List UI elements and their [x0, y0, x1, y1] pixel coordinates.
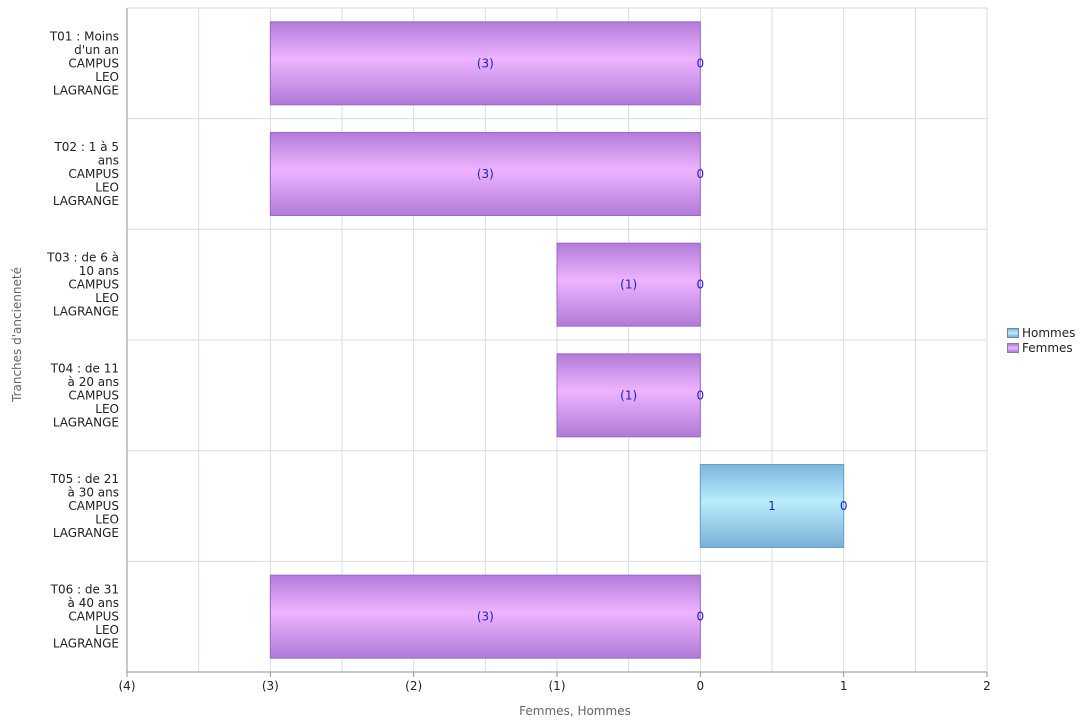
category-label-line: CAMPUS: [68, 499, 119, 513]
bar-femmes: [269, 574, 701, 659]
x-tick-label: 2: [983, 679, 991, 693]
bar-femmes: [556, 242, 701, 327]
data-label-femmes: 0: [840, 499, 848, 513]
category-label-line: CAMPUS: [68, 56, 119, 70]
category-label-line: ans: [98, 154, 119, 168]
bar-femmes: [269, 132, 701, 216]
bars: [269, 21, 845, 659]
category-label-line: CAMPUS: [68, 167, 119, 181]
category-label-line: à 20 ans: [68, 375, 119, 389]
legend-label-femmes: Femmes: [1022, 340, 1073, 355]
data-label-hommes: 0: [697, 388, 705, 402]
category-label-line: 10 ans: [79, 264, 119, 278]
x-tick-label: (3): [262, 679, 279, 693]
bar-femmes: [556, 353, 701, 438]
data-labels: (3) 0 (3) 0 (1) 0 (1) 0 1 0 (3) 0: [477, 56, 848, 623]
legend-swatch-hommes: [1007, 327, 1019, 338]
category-label-line: LEO: [95, 402, 119, 416]
legend: Hommes Femmes: [1007, 325, 1075, 355]
category-label-line: CAMPUS: [68, 388, 119, 402]
category-label-line: T03 : de 6 à: [46, 251, 119, 265]
x-axis-title: Femmes, Hommes: [519, 704, 631, 718]
category-label-line: LAGRANGE: [53, 415, 119, 429]
data-label-femmes: (3): [477, 56, 494, 70]
category-label-line: d'un an: [74, 43, 119, 57]
category-label-line: LAGRANGE: [53, 637, 119, 651]
category-label-line: LEO: [95, 513, 119, 527]
legend-swatch-femmes: [1007, 342, 1019, 353]
data-label-femmes: (1): [620, 388, 637, 402]
data-label-femmes: (3): [477, 167, 494, 181]
category-label-line: T05 : de 21: [50, 472, 119, 486]
data-label-hommes: 1: [768, 499, 776, 513]
category-label-line: T01 : Moins: [49, 29, 119, 43]
category-label-line: T04 : de 11: [50, 361, 119, 375]
category-label-line: LAGRANGE: [53, 83, 119, 97]
category-label-line: à 30 ans: [68, 486, 119, 500]
category-label-line: CAMPUS: [68, 610, 119, 624]
category-label-line: LEO: [95, 291, 119, 305]
category-label-line: T02 : 1 à 5: [53, 140, 119, 154]
category-label-line: LEO: [95, 623, 119, 637]
grid: [126, 7, 988, 672]
x-tick-label: (4): [119, 679, 136, 693]
category-label-line: LAGRANGE: [53, 305, 119, 319]
data-label-hommes: 0: [697, 278, 705, 292]
category-label-line: CAMPUS: [68, 278, 119, 292]
x-tick-label: (2): [405, 679, 422, 693]
category-label: T02 : 1 à 5 ans CAMPUS LEO LAGRANGE: [53, 140, 119, 208]
x-tick-label: 1: [840, 679, 848, 693]
category-label: T05 : de 21 à 30 ans CAMPUS LEO LAGRANGE: [50, 472, 119, 540]
data-label-hommes: 0: [697, 56, 705, 70]
x-tick-label: (1): [549, 679, 566, 693]
category-label-line: à 40 ans: [68, 596, 119, 610]
category-label-line: LAGRANGE: [53, 526, 119, 540]
legend-item-hommes: Hommes: [1007, 325, 1075, 340]
category-label-line: LEO: [95, 70, 119, 84]
category-label-line: T06 : de 31: [50, 583, 119, 597]
y-axis-title: Tranches d'ancienneté: [10, 267, 24, 402]
category-label: T03 : de 6 à 10 ans CAMPUS LEO LAGRANGE: [46, 251, 119, 319]
legend-item-femmes: Femmes: [1007, 340, 1075, 355]
category-label: T01 : Moins d'un an CAMPUS LEO LAGRANGE: [49, 29, 119, 97]
category-label: T04 : de 11 à 20 ans CAMPUS LEO LAGRANGE: [50, 361, 119, 429]
data-label-femmes: (1): [620, 278, 637, 292]
data-label-hommes: 0: [697, 167, 705, 181]
category-label-line: LAGRANGE: [53, 194, 119, 208]
data-label-hommes: 0: [697, 610, 705, 624]
x-tick-label: 0: [697, 679, 705, 693]
legend-label-hommes: Hommes: [1022, 325, 1076, 340]
category-label: T06 : de 31 à 40 ans CAMPUS LEO LAGRANGE: [50, 583, 119, 651]
bar-femmes: [269, 21, 701, 106]
category-label-line: LEO: [95, 181, 119, 195]
bar-hommes: [699, 464, 845, 548]
data-label-femmes: (3): [477, 610, 494, 624]
